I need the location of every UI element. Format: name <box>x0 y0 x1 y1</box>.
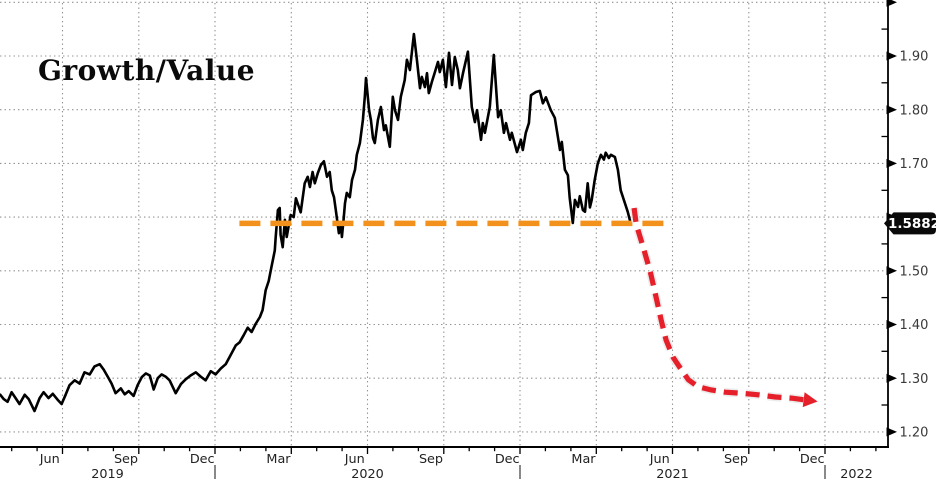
month-label: Jun <box>39 452 60 467</box>
month-label: Sep <box>724 452 748 467</box>
year-label: 2021 <box>656 467 689 480</box>
projection-arrowhead-icon <box>802 392 818 408</box>
y-tick-label: 1.20 <box>900 426 929 441</box>
tick-arrow-icon <box>886 0 897 7</box>
y-tick-label: 1.70 <box>900 157 929 172</box>
y-tick-label: 1.80 <box>900 103 929 118</box>
projection-dashed-line <box>631 207 805 403</box>
y-tick-label: 1.30 <box>900 372 929 387</box>
tick-arrow-icon <box>886 320 897 329</box>
month-label: Dec <box>190 452 215 467</box>
month-label: Sep <box>419 452 443 467</box>
y-tick-label: 1.90 <box>900 50 929 65</box>
y-tick-label: 1.40 <box>900 318 929 333</box>
tick-arrow-icon <box>886 158 897 168</box>
month-label: Jun <box>344 452 365 467</box>
tick-arrow-icon <box>886 373 897 383</box>
month-label: Sep <box>114 452 138 467</box>
price-badge <box>884 212 936 235</box>
tick-arrow-icon <box>886 266 897 276</box>
month-label: Dec <box>495 452 520 467</box>
price-badge-label: 1.5882 <box>888 216 936 232</box>
tick-arrow-icon <box>886 427 897 437</box>
month-label: Dec <box>800 452 825 467</box>
series-growth-value-line <box>0 32 633 413</box>
month-label: Mar <box>571 452 596 467</box>
year-label: 2022 <box>840 467 873 480</box>
year-label: 2019 <box>91 467 124 480</box>
year-label: 2020 <box>351 467 384 480</box>
y-tick-label: 1.50 <box>900 264 929 279</box>
chart-title: Growth/Value <box>38 54 256 87</box>
month-label: Jun <box>649 452 670 467</box>
tick-arrow-icon <box>886 105 897 115</box>
tick-arrow-icon <box>886 51 897 61</box>
month-label: Mar <box>266 452 291 467</box>
